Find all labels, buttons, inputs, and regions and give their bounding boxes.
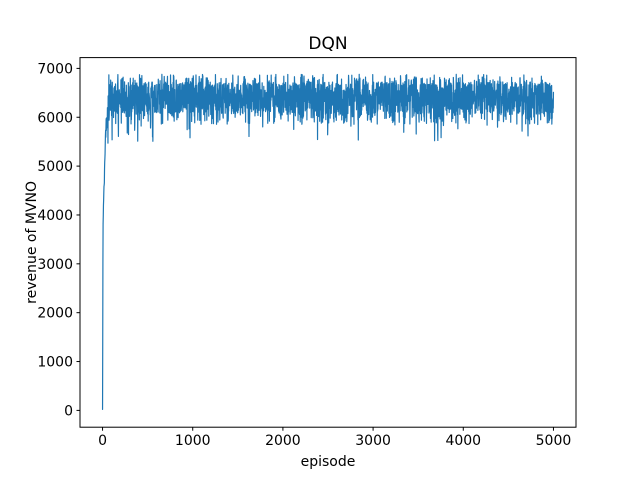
x-tick-label: 2000 bbox=[265, 433, 301, 449]
chart-title: DQN bbox=[308, 34, 347, 54]
x-axis-label: episode bbox=[301, 454, 356, 470]
x-tick-label: 5000 bbox=[536, 433, 572, 449]
x-tick-label: 1000 bbox=[175, 433, 211, 449]
x-tick-label: 4000 bbox=[445, 433, 481, 449]
x-tick-label: 0 bbox=[98, 433, 107, 449]
y-tick-label: 5000 bbox=[37, 159, 73, 175]
dqn-revenue-series-line bbox=[101, 73, 555, 411]
y-tick-label: 2000 bbox=[37, 306, 73, 322]
y-tick-label: 0 bbox=[64, 403, 73, 419]
x-axis-ticks: 0 1000 2000 3000 4000 5000 bbox=[98, 427, 571, 449]
y-tick-label: 4000 bbox=[37, 208, 73, 224]
y-tick-label: 6000 bbox=[37, 110, 73, 126]
y-axis-ticks: 0 1000 2000 3000 4000 5000 6000 7000 bbox=[37, 61, 80, 419]
x-tick-label: 3000 bbox=[355, 433, 391, 449]
y-axis-label: revenue of MVNO bbox=[24, 181, 40, 304]
y-tick-label: 1000 bbox=[37, 355, 73, 371]
y-tick-label: 3000 bbox=[37, 257, 73, 273]
axes-spines bbox=[79, 57, 577, 428]
y-tick-label: 7000 bbox=[37, 61, 73, 77]
